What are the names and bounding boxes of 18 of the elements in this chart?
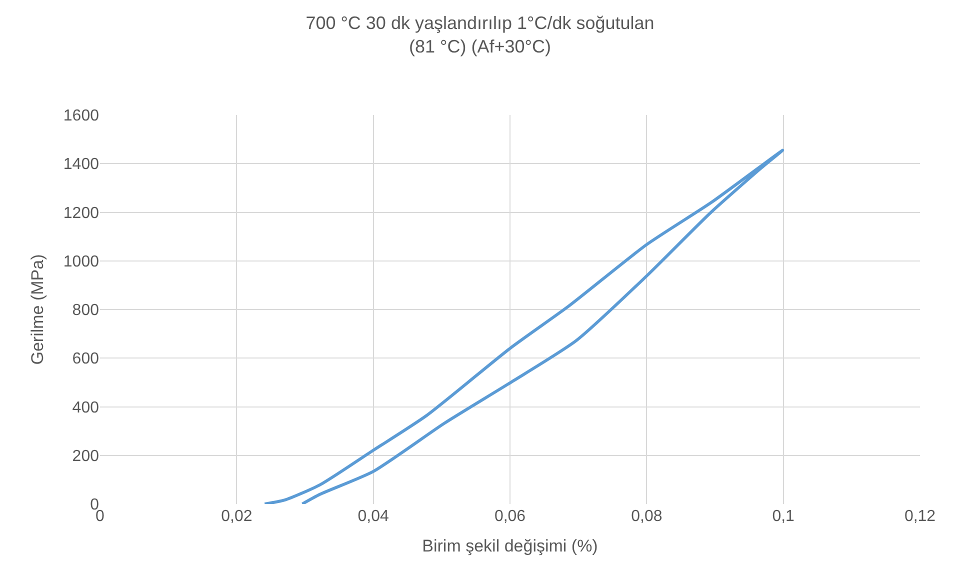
x-tick-label: 0,04 <box>358 508 389 525</box>
x-tick-label: 0,06 <box>494 508 526 525</box>
y-tick-label: 600 <box>72 350 100 368</box>
chart-title: 700 °C 30 dk yaşlandırılıp 1°C/dk soğutulan (81 °C) (Af+30°C) <box>306 12 654 56</box>
y-tick-label: 400 <box>72 399 100 416</box>
y-tick-label: 1400 <box>63 156 100 174</box>
x-tick-label: 0,02 <box>221 508 252 525</box>
y-tick-label: 200 <box>72 448 100 465</box>
x-tick-label: 0,12 <box>904 508 936 525</box>
y-tick-label: 1200 <box>63 204 100 222</box>
x-tick-label: 0,08 <box>631 508 662 525</box>
line-series <box>263 148 784 504</box>
x-axis-title: Birim şekil değişimi (%) <box>422 536 598 556</box>
x-tick-label: 0,1 <box>772 508 795 525</box>
y-tick-label: 800 <box>72 302 100 320</box>
y-axis-title: Gerilme (MPa) <box>28 254 47 365</box>
y-tick-label: 1000 <box>63 253 100 270</box>
y-tick-label: 1600 <box>63 108 100 125</box>
